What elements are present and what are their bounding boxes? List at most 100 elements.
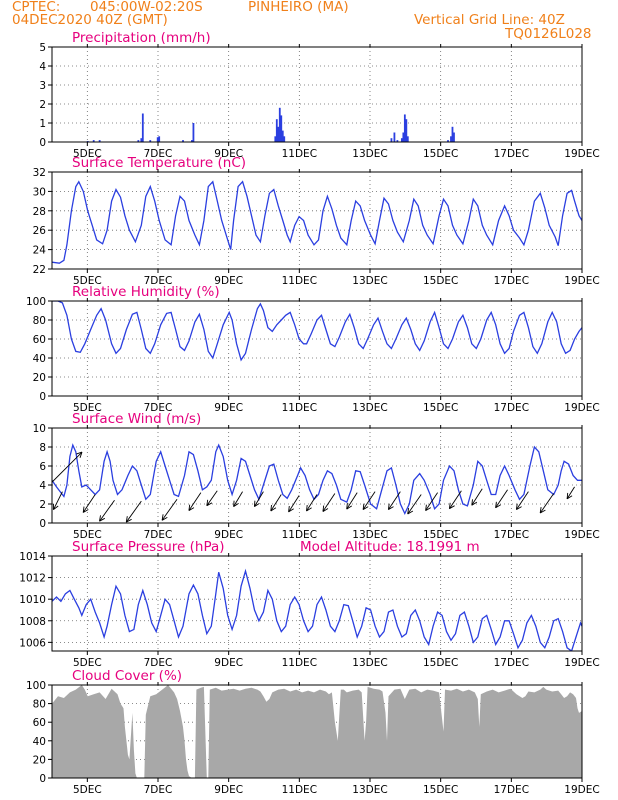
x-tick-label: 15DEC: [423, 275, 458, 287]
plot-frame: [51, 684, 583, 779]
wind-vector: [566, 486, 575, 500]
wind-vector: [52, 451, 83, 483]
precip-bar: [274, 136, 277, 142]
x-tick-label: 17DEC: [494, 657, 529, 669]
figure-header: CPTEC: 045:00W-02:20S PINHEIRO (MA) 04DE…: [0, 0, 618, 46]
x-tick-label: 15DEC: [423, 784, 458, 796]
y-tick-label: 80: [33, 315, 46, 327]
x-tick-label: 5DEC: [73, 148, 102, 160]
wind-vector: [539, 493, 555, 514]
wind-arrowhead: [206, 499, 213, 507]
panel-cloud: 0 20 40 60 80 100 5DEC 7DEC 9DEC 11DEC 13DEC 15DEC 1…: [26, 668, 600, 796]
wind-vector: [233, 491, 243, 507]
x-tick-label: 5DEC: [73, 529, 102, 541]
wind-vector: [322, 493, 336, 512]
panel-annotation: Model Altitude: 18.1991 m: [300, 539, 480, 555]
wind-arrowhead: [471, 499, 478, 506]
wind-line: [52, 443, 582, 516]
wind-vector: [449, 490, 462, 509]
precip-bar: [283, 136, 286, 142]
y-tick-label: 24: [33, 245, 47, 257]
wind-arrowhead: [448, 502, 455, 510]
wind-vector: [206, 490, 218, 506]
wind-arrowhead: [76, 451, 83, 458]
x-tick-label: 7DEC: [144, 148, 173, 160]
wind-arrowhead: [99, 515, 106, 522]
precip-bar: [156, 137, 159, 142]
panel-precip: 0 1 2 3 4 5 5DEC 7DEC 9DEC 11DEC 13DEC 15DEC 17DEC 19…: [39, 30, 599, 160]
wind-arrowhead: [346, 503, 353, 510]
wind-vector: [346, 492, 358, 510]
y-tick-label: 0: [39, 773, 46, 785]
wind-vector: [99, 499, 115, 522]
precip-bar: [92, 140, 95, 142]
panel-title: Surface Wind (m/s): [72, 411, 201, 427]
y-tick-label: 10: [33, 423, 46, 435]
x-tick-label: 9DEC: [214, 148, 243, 160]
y-tick-label: 5: [39, 42, 46, 54]
x-tick-label: 11DEC: [282, 529, 317, 541]
plot-frame: [51, 171, 583, 270]
y-tick-label: 22: [33, 264, 46, 276]
header-grid-note: Vertical Grid Line: 40Z: [414, 12, 565, 28]
cloud-cover-area: [52, 685, 582, 778]
panel-pressure: 1006 1008 1010 1012 1014 5DEC 7DEC 9DEC 11DEC 13D…: [19, 539, 599, 669]
y-tick-label: 2: [39, 499, 46, 511]
x-tick-label: 13DEC: [352, 275, 387, 287]
panel-temp: 22 24 26 28 30 32 5DEC 7DEC 9DEC 11DEC 13DEC 15DEC 1…: [33, 155, 600, 287]
y-tick-label: 8: [39, 442, 46, 454]
series-group: [86, 107, 455, 142]
x-tick-label: 7DEC: [144, 657, 173, 669]
series-group: [52, 301, 582, 362]
y-tick-label: 60: [33, 717, 46, 729]
header-source: CPTEC:: [12, 0, 61, 15]
plot-frame: [51, 46, 583, 143]
x-tick-label: 9DEC: [214, 784, 243, 796]
x-tick-label: 15DEC: [423, 402, 458, 414]
x-tick-label: 17DEC: [494, 402, 529, 414]
y-tick-label: 0: [39, 518, 46, 530]
x-tick-label: 17DEC: [494, 148, 529, 160]
panel-title: Surface Pressure (hPa): [72, 539, 225, 555]
precip-bar: [450, 136, 452, 142]
series-group: [52, 180, 582, 264]
y-tick-label: 1008: [19, 616, 46, 628]
precip-bar: [137, 140, 140, 142]
y-tick-label: 3: [39, 80, 46, 92]
wind-arrowhead: [425, 504, 432, 511]
x-tick-label: 17DEC: [494, 275, 529, 287]
wind-vector: [495, 489, 508, 508]
header-model-code: TQ0126L028: [505, 26, 592, 42]
x-tick-label: 15DEC: [423, 657, 458, 669]
y-tick-label: 28: [33, 206, 46, 218]
y-tick-label: 1012: [19, 573, 46, 585]
panel-title: Precipitation (mm/h): [72, 30, 211, 46]
wind-vector: [471, 488, 483, 506]
x-tick-label: 9DEC: [214, 529, 243, 541]
y-tick-label: 80: [33, 699, 46, 711]
wind-vector: [425, 492, 438, 511]
precip-bar: [98, 140, 101, 142]
wind-arrowhead: [125, 516, 132, 523]
precip-bar: [447, 140, 449, 142]
wind-vector: [270, 494, 282, 512]
wind-arrowhead: [495, 501, 501, 509]
x-tick-label: 15DEC: [423, 529, 458, 541]
x-tick-label: 13DEC: [352, 657, 387, 669]
x-tick-label: 7DEC: [144, 275, 173, 287]
precip-bar: [192, 123, 195, 142]
wind-arrowhead: [306, 504, 312, 512]
plot-frame: [51, 555, 583, 652]
x-tick-label: 11DEC: [282, 657, 317, 669]
wind-arrowhead: [188, 504, 195, 511]
x-tick-label: 5DEC: [73, 275, 102, 287]
panel-title: Cloud Cover (%): [72, 668, 182, 684]
wind-arrowhead: [407, 508, 414, 515]
header-coords: 045:00W-02:20S: [90, 0, 203, 15]
x-tick-label: 5DEC: [73, 657, 102, 669]
plot-frame: [51, 300, 583, 397]
x-tick-label: 5DEC: [73, 784, 102, 796]
y-tick-label: 40: [33, 736, 46, 748]
wind-arrowhead: [387, 503, 394, 510]
x-tick-label: 9DEC: [214, 402, 243, 414]
